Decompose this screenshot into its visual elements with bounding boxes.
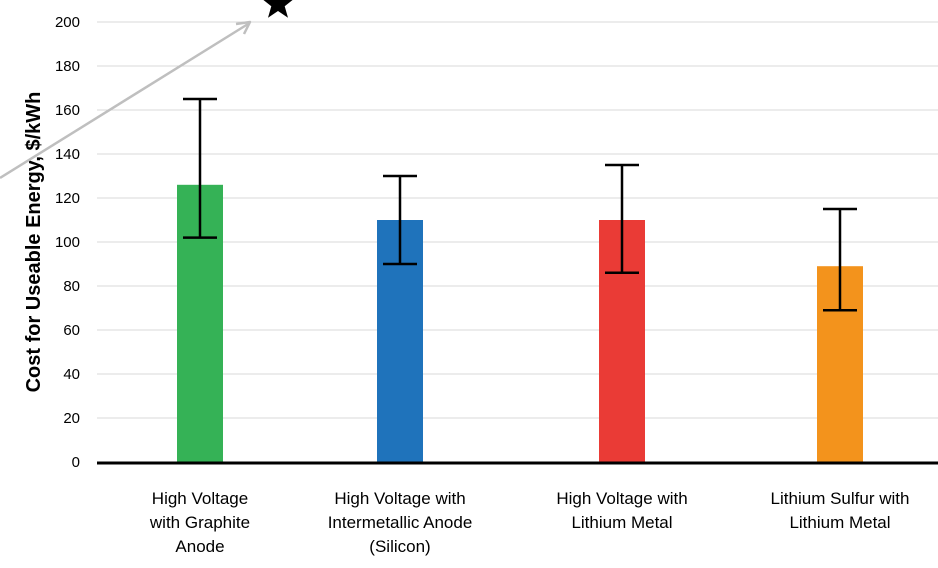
x-category-label: High Voltage with Intermetallic Anode (Sil…	[328, 489, 473, 556]
x-axis-category-labels: High Voltage with Graphite Anode High Volta…	[149, 489, 910, 556]
y-tick-label: 20	[63, 410, 80, 427]
y-axis-title: Cost for Useable Energy, $/kWh	[23, 92, 45, 393]
y-tick-label: 140	[55, 146, 80, 163]
y-tick-label: 0	[72, 454, 80, 471]
error-bar	[183, 97, 217, 239]
x-category-label: High Voltage with Lithium Metal	[556, 489, 687, 532]
x-category-label: Lithium Sulfur with Lithium Metal	[771, 489, 910, 532]
annotations	[0, 0, 293, 180]
y-tick-label: 80	[63, 278, 80, 295]
y-tick-label: 200	[55, 14, 80, 31]
star-marker-icon	[263, 0, 293, 18]
y-tick-label: 160	[55, 102, 80, 119]
error-bar	[823, 207, 857, 312]
gridlines	[97, 21, 938, 419]
y-axis-ticks: 0 20 40 60 80 100 120 140 160 180 200	[55, 14, 80, 471]
error-bars	[183, 97, 857, 312]
y-tick-label: 180	[55, 58, 80, 75]
y-tick-label: 40	[63, 366, 80, 383]
error-bar	[605, 163, 639, 275]
y-tick-label: 60	[63, 322, 80, 339]
y-tick-label: 100	[55, 234, 80, 251]
error-bar	[383, 174, 417, 266]
x-category-label: High Voltage with Graphite Anode	[149, 489, 250, 556]
y-tick-label: 120	[55, 190, 80, 207]
annotation-arrow	[0, 20, 252, 180]
bars	[177, 184, 863, 463]
